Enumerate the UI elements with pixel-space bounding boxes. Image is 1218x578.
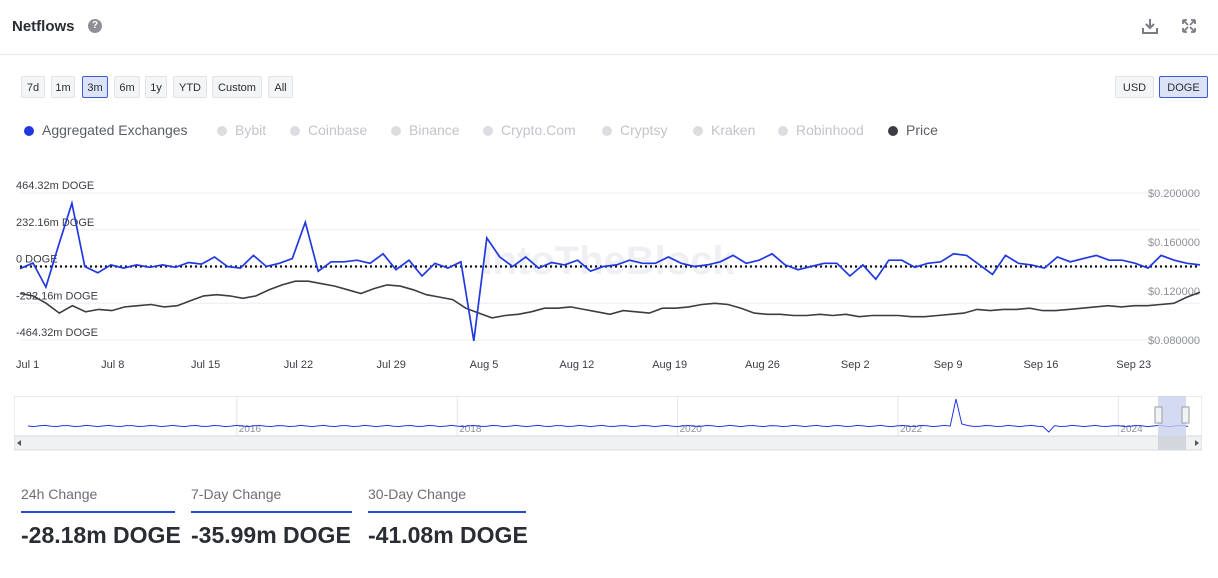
stat-value: -35.99m DOGE — [191, 522, 352, 549]
y-left-tick-label: 232.16m DOGE — [16, 217, 94, 229]
legend-kraken[interactable]: Kraken — [693, 122, 755, 138]
legend-label: Bybit — [235, 122, 266, 138]
navigator-right-handle[interactable] — [1182, 407, 1189, 423]
price-line — [20, 281, 1200, 318]
stat-value: -28.18m DOGE — [21, 522, 181, 549]
range-3m-button[interactable]: 3m — [82, 76, 108, 98]
stat-label: 30-Day Change — [368, 486, 526, 513]
legend-dot — [483, 126, 493, 136]
currency-usd-button[interactable]: USD — [1115, 76, 1154, 98]
legend-crypto-com[interactable]: Crypto.Com — [483, 122, 576, 138]
range-all-button[interactable]: All — [268, 76, 293, 98]
netflows-chart[interactable]: IntoTheBlock 464.32m DOGE232.16m DOGE0 D… — [0, 170, 1218, 375]
y-left-tick-label: 464.32m DOGE — [16, 180, 94, 192]
legend-label: Cryptsy — [620, 122, 667, 138]
x-tick-label: Aug 26 — [745, 359, 780, 371]
legend-label: Crypto.Com — [501, 122, 576, 138]
navigator-scrollbar[interactable] — [14, 436, 1202, 450]
x-tick-label: Aug 12 — [559, 359, 594, 371]
legend-aggregated-exchanges[interactable]: Aggregated Exchanges — [24, 122, 188, 138]
page-title: Netflows — [12, 18, 75, 35]
x-tick-label: Sep 16 — [1023, 359, 1058, 371]
legend-label: Robinhood — [796, 122, 864, 138]
y-right-tick-label: $0.200000 — [1148, 188, 1200, 200]
stat-7day: 7-Day Change -35.99m DOGE — [191, 486, 352, 549]
currency-doge-button[interactable]: DOGE — [1159, 76, 1208, 98]
legend-dot — [24, 126, 34, 136]
y-right-tick-label: $0.120000 — [1148, 286, 1200, 298]
navigator-frame — [14, 396, 1202, 436]
question-circle-icon[interactable]: ? — [88, 19, 102, 33]
y-right-tick-label: $0.160000 — [1148, 237, 1200, 249]
legend-dot — [778, 126, 788, 136]
legend-price[interactable]: Price — [888, 122, 938, 138]
range-ytd-button[interactable]: YTD — [173, 76, 207, 98]
x-tick-label: Sep 9 — [934, 359, 963, 371]
legend-dot — [888, 126, 898, 136]
range-6m-button[interactable]: 6m — [114, 76, 140, 98]
legend-label: Price — [906, 122, 938, 138]
legend-robinhood[interactable]: Robinhood — [778, 122, 864, 138]
range-navigator[interactable]: 20162018202020222024 — [14, 396, 1202, 452]
stat-24h: 24h Change -28.18m DOGE — [21, 486, 181, 549]
x-tick-label: Jul 8 — [101, 359, 124, 371]
x-tick-label: Sep 2 — [841, 359, 870, 371]
range-1m-button[interactable]: 1m — [51, 76, 75, 98]
y-left-tick-label: -464.32m DOGE — [16, 327, 98, 339]
legend-dot — [391, 126, 401, 136]
x-tick-label: Jul 22 — [284, 359, 313, 371]
expand-icon[interactable] — [1179, 16, 1199, 36]
y-left-tick-label: 0 DOGE — [16, 254, 58, 266]
legend-dot — [217, 126, 227, 136]
header: Netflows ? — [0, 0, 1218, 55]
stat-30day: 30-Day Change -41.08m DOGE — [368, 486, 528, 549]
stat-label: 24h Change — [21, 486, 175, 513]
range-custom-button[interactable]: Custom — [212, 76, 262, 98]
range-7d-button[interactable]: 7d — [21, 76, 45, 98]
legend-label: Kraken — [711, 122, 755, 138]
legend-dot — [602, 126, 612, 136]
x-tick-label: Aug 5 — [470, 359, 499, 371]
y-left-tick-label: -232.16m DOGE — [16, 290, 98, 302]
x-tick-label: Sep 23 — [1116, 359, 1151, 371]
legend-label: Binance — [409, 122, 460, 138]
x-tick-label: Jul 15 — [191, 359, 220, 371]
navigator-left-handle[interactable] — [1155, 407, 1162, 423]
legend-label: Aggregated Exchanges — [42, 122, 188, 138]
x-tick-label: Jul 1 — [16, 359, 39, 371]
legend-cryptsy[interactable]: Cryptsy — [602, 122, 667, 138]
legend-dot — [290, 126, 300, 136]
range-1y-button[interactable]: 1y — [145, 76, 167, 98]
legend-binance[interactable]: Binance — [391, 122, 460, 138]
legend-dot — [693, 126, 703, 136]
stat-value: -41.08m DOGE — [368, 522, 528, 549]
x-tick-label: Aug 19 — [652, 359, 687, 371]
download-icon[interactable] — [1140, 16, 1160, 36]
y-right-tick-label: $0.080000 — [1148, 335, 1200, 347]
legend-bybit[interactable]: Bybit — [217, 122, 266, 138]
legend-label: Coinbase — [308, 122, 367, 138]
x-tick-label: Jul 29 — [377, 359, 406, 371]
x-axis: Jul 1 Jul 8 Jul 15 Jul 22 Jul 29 Aug 5 Aug 12 A… — [16, 359, 1151, 371]
stat-label: 7-Day Change — [191, 486, 352, 513]
scrollbar-thumb[interactable] — [1158, 436, 1186, 450]
y-axis-left: 464.32m DOGE 232.16m DOGE 0 DOGE -232.16m D… — [16, 180, 98, 339]
legend-coinbase[interactable]: Coinbase — [290, 122, 367, 138]
